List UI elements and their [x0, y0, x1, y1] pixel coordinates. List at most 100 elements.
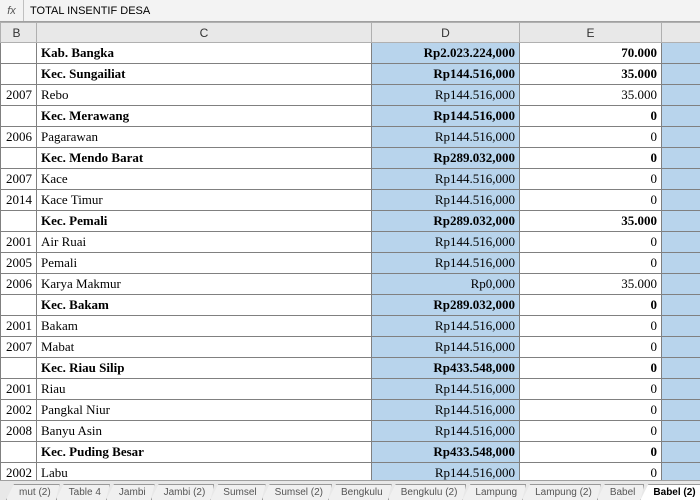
cell-d[interactable]: Rp144.516,000: [372, 379, 520, 400]
cell-d[interactable]: Rp144.516,000: [372, 253, 520, 274]
cell-c[interactable]: Pemali: [37, 253, 372, 274]
cell-d[interactable]: Rp144.516,000: [372, 127, 520, 148]
formula-input[interactable]: TOTAL INSENTIF DESA: [24, 5, 156, 17]
cell-b[interactable]: 2006: [1, 274, 37, 295]
cell-e[interactable]: 0: [520, 190, 662, 211]
cell-e[interactable]: 0: [520, 106, 662, 127]
cell-f[interactable]: [662, 379, 700, 400]
cell-b[interactable]: 2001: [1, 379, 37, 400]
cell-f[interactable]: [662, 169, 700, 190]
cell-f[interactable]: [662, 106, 700, 127]
sheet-tab[interactable]: Table 4: [56, 484, 110, 500]
sheet-tab[interactable]: Bengkulu (2): [388, 484, 467, 500]
cell-c[interactable]: Rebo: [37, 85, 372, 106]
spreadsheet-grid[interactable]: B C D E Kab. BangkaRp2.023.224,00070.000…: [0, 22, 700, 480]
cell-c[interactable]: Mabat: [37, 337, 372, 358]
cell-d[interactable]: Rp289.032,000: [372, 211, 520, 232]
cell-f[interactable]: [662, 400, 700, 421]
cell-f[interactable]: [662, 148, 700, 169]
cell-c[interactable]: Kec. Mendo Barat: [37, 148, 372, 169]
cell-d[interactable]: Rp144.516,000: [372, 400, 520, 421]
cell-e[interactable]: 0: [520, 148, 662, 169]
cell-e[interactable]: 0: [520, 295, 662, 316]
sheet-tab[interactable]: mut (2): [6, 484, 60, 500]
cell-d[interactable]: Rp433.548,000: [372, 358, 520, 379]
cell-b[interactable]: 2008: [1, 421, 37, 442]
cell-f[interactable]: [662, 295, 700, 316]
cell-b[interactable]: 2014: [1, 190, 37, 211]
cell-f[interactable]: [662, 358, 700, 379]
cell-b[interactable]: 2002: [1, 463, 37, 481]
cell-c[interactable]: Bakam: [37, 316, 372, 337]
cell-e[interactable]: 35.000: [520, 274, 662, 295]
cell-c[interactable]: Kace: [37, 169, 372, 190]
sheet-tab[interactable]: Babel (2): [640, 484, 700, 500]
cell-e[interactable]: 0: [520, 232, 662, 253]
col-header-f[interactable]: [662, 23, 700, 43]
cell-e[interactable]: 0: [520, 127, 662, 148]
cell-e[interactable]: 0: [520, 358, 662, 379]
cell-d[interactable]: Rp144.516,000: [372, 316, 520, 337]
cell-c[interactable]: Kec. Pemali: [37, 211, 372, 232]
cell-b[interactable]: 2002: [1, 400, 37, 421]
cell-b[interactable]: 2006: [1, 127, 37, 148]
cell-b[interactable]: [1, 442, 37, 463]
cell-e[interactable]: 35.000: [520, 211, 662, 232]
cell-f[interactable]: [662, 43, 700, 64]
cell-b[interactable]: [1, 211, 37, 232]
sheet-tab[interactable]: Lampung: [462, 484, 526, 500]
cell-f[interactable]: [662, 274, 700, 295]
cell-c[interactable]: Pangkal Niur: [37, 400, 372, 421]
cell-b[interactable]: 2007: [1, 337, 37, 358]
cell-f[interactable]: [662, 127, 700, 148]
cell-d[interactable]: Rp144.516,000: [372, 337, 520, 358]
cell-c[interactable]: Riau: [37, 379, 372, 400]
cell-b[interactable]: 2007: [1, 85, 37, 106]
cell-e[interactable]: 0: [520, 463, 662, 481]
cell-d[interactable]: Rp144.516,000: [372, 190, 520, 211]
cell-d[interactable]: Rp144.516,000: [372, 232, 520, 253]
cell-b[interactable]: 2001: [1, 316, 37, 337]
cell-d[interactable]: Rp289.032,000: [372, 148, 520, 169]
col-header-d[interactable]: D: [372, 23, 520, 43]
cell-e[interactable]: 0: [520, 316, 662, 337]
cell-e[interactable]: 35.000: [520, 64, 662, 85]
cell-b[interactable]: 2007: [1, 169, 37, 190]
cell-f[interactable]: [662, 463, 700, 481]
col-header-e[interactable]: E: [520, 23, 662, 43]
cell-d[interactable]: Rp0,000: [372, 274, 520, 295]
cell-e[interactable]: 0: [520, 169, 662, 190]
cell-c[interactable]: Air Ruai: [37, 232, 372, 253]
cell-c[interactable]: Banyu Asin: [37, 421, 372, 442]
cell-e[interactable]: 0: [520, 253, 662, 274]
cell-e[interactable]: 35.000: [520, 85, 662, 106]
cell-d[interactable]: Rp289.032,000: [372, 295, 520, 316]
cell-e[interactable]: 0: [520, 337, 662, 358]
cell-f[interactable]: [662, 337, 700, 358]
cell-d[interactable]: Rp144.516,000: [372, 64, 520, 85]
cell-c[interactable]: Kec. Sungailiat: [37, 64, 372, 85]
cell-f[interactable]: [662, 442, 700, 463]
cell-e[interactable]: 0: [520, 442, 662, 463]
cell-f[interactable]: [662, 232, 700, 253]
cell-e[interactable]: 0: [520, 379, 662, 400]
cell-b[interactable]: [1, 64, 37, 85]
cell-e[interactable]: 70.000: [520, 43, 662, 64]
cell-f[interactable]: [662, 211, 700, 232]
cell-c[interactable]: Kec. Puding Besar: [37, 442, 372, 463]
cell-c[interactable]: Kace Timur: [37, 190, 372, 211]
cell-b[interactable]: [1, 43, 37, 64]
cell-f[interactable]: [662, 190, 700, 211]
sheet-tab[interactable]: Jambi (2): [151, 484, 215, 500]
sheet-tab[interactable]: Babel: [597, 484, 645, 500]
cell-c[interactable]: Karya Makmur: [37, 274, 372, 295]
col-header-b[interactable]: B: [1, 23, 37, 43]
cell-d[interactable]: Rp433.548,000: [372, 442, 520, 463]
sheet-tab[interactable]: Sumsel: [210, 484, 265, 500]
cell-c[interactable]: Kec. Merawang: [37, 106, 372, 127]
cell-e[interactable]: 0: [520, 421, 662, 442]
cell-b[interactable]: 2001: [1, 232, 37, 253]
cell-c[interactable]: Kec. Riau Silip: [37, 358, 372, 379]
col-header-c[interactable]: C: [37, 23, 372, 43]
sheet-tab[interactable]: Lampung (2): [522, 484, 601, 500]
